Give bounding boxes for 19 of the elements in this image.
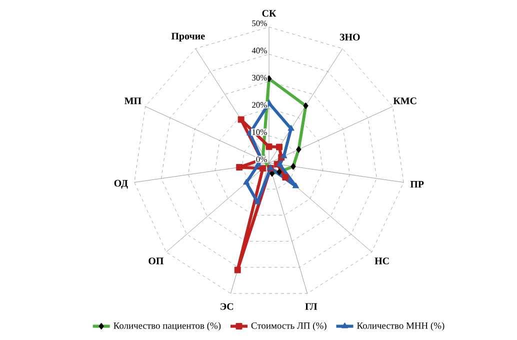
spoke-label: НС <box>374 258 389 264</box>
y-tick-label: 30% <box>252 74 267 81</box>
y-tick-label: 40% <box>252 48 267 54</box>
spoke-label: КМС <box>393 98 416 104</box>
y-tick-label: 20% <box>252 102 267 108</box>
spoke-label: СК <box>262 10 276 17</box>
spoke-label: ОП <box>148 258 164 264</box>
spoke-label: ЭС <box>220 303 234 310</box>
y-tick-label: 50% <box>252 20 267 26</box>
spoke-label: Прочие <box>171 32 205 42</box>
legend-label: Стоимость ЛП (%) <box>251 322 326 331</box>
spoke-label: ОД <box>114 180 128 189</box>
legend-label: Количество МНН (%) <box>357 322 444 331</box>
spoke-label: ЗНО <box>340 34 360 40</box>
spoke-label: ГЛ <box>305 303 318 310</box>
spoke-label: МП <box>124 98 142 104</box>
spoke-label: ПР <box>410 181 424 188</box>
legend-label: Количество пациентов (%) <box>114 322 221 331</box>
y-tick-label: 10% <box>252 129 267 135</box>
